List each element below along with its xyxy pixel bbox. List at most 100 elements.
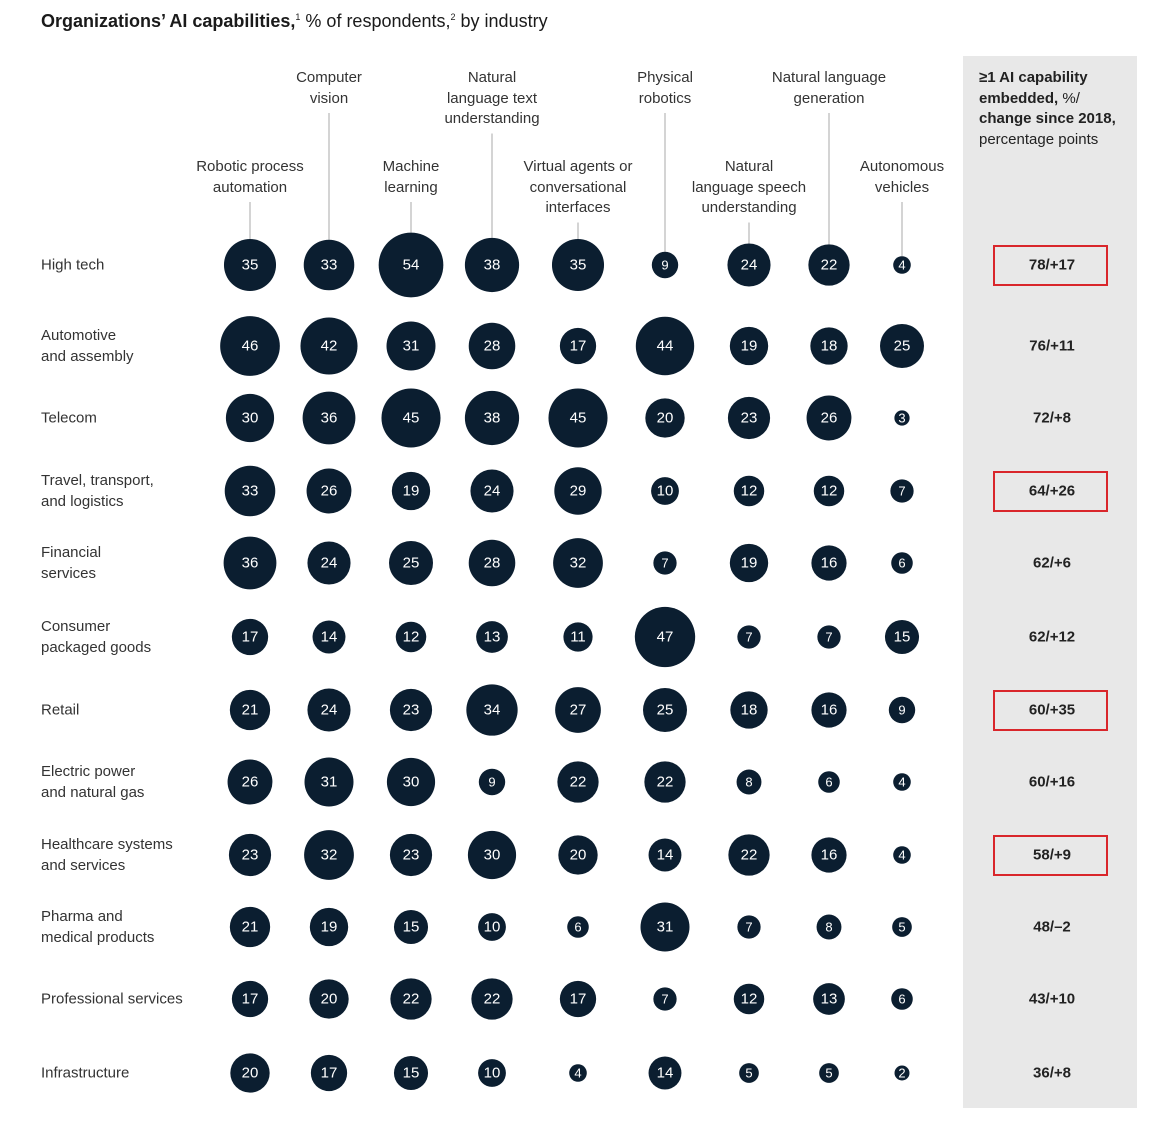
bubble-label: 25 (657, 702, 674, 719)
bubble-label: 32 (321, 847, 338, 864)
bubble (648, 838, 682, 872)
bubble-label: 36 (242, 555, 259, 572)
summary-value: 76/+11 (1029, 337, 1075, 355)
bubble-label: 31 (321, 774, 338, 791)
column-header-line: automation (212, 178, 288, 196)
bubble-label: 14 (657, 847, 674, 864)
bubble-label: 31 (403, 338, 420, 355)
row-label-line: Financial (41, 544, 102, 561)
bubble-label: 10 (484, 1065, 501, 1082)
bubble (727, 396, 771, 440)
bubble-label: 23 (403, 702, 420, 719)
bubble (312, 620, 346, 654)
summary-header-regular-2: percentage points (979, 130, 1099, 148)
summary-panel (963, 56, 1137, 1108)
bubble (737, 625, 761, 649)
highlight-box (993, 690, 1108, 731)
bubble (551, 238, 605, 292)
bubble-label: 25 (403, 555, 420, 572)
bubble (736, 769, 762, 795)
row-label-line: Telecom (41, 409, 97, 427)
bubble (645, 398, 685, 438)
bubble-label: 21 (242, 919, 259, 936)
column-header-line: language text (446, 89, 538, 107)
bubble-label: 4 (898, 848, 905, 863)
bubble-label: 15 (403, 919, 420, 936)
bubble (892, 917, 912, 937)
row-label-line: Pharma and (41, 908, 123, 925)
bubble-label: 12 (741, 991, 758, 1008)
row-label: Travel, transport, and logistics (41, 470, 154, 512)
bubble-label: 9 (488, 775, 495, 790)
bubble (893, 256, 911, 274)
bubble (304, 757, 354, 807)
bubble (300, 317, 358, 375)
bubble-label: 22 (741, 847, 758, 864)
bubble-label: 23 (741, 410, 758, 427)
column-header-line: Computer (296, 69, 362, 86)
bubble-label: 16 (821, 847, 838, 864)
row-label: Professional services (41, 989, 183, 1010)
bubble-label: 38 (484, 410, 501, 427)
row-label: Electric power and natural gas (41, 761, 144, 803)
bubble-label: 6 (898, 992, 905, 1007)
summary-value: 48/–2 (1033, 918, 1071, 936)
bubble (894, 410, 910, 426)
bubble (228, 833, 272, 877)
bubble (569, 1064, 587, 1082)
bubble (548, 388, 608, 448)
bubble (230, 1053, 270, 1093)
bubble (894, 1065, 910, 1081)
bubble (891, 552, 913, 574)
bubble-label: 9 (898, 703, 905, 718)
column-header-line: Physical (637, 69, 693, 86)
bubble-label: 17 (242, 629, 259, 646)
bubble-label: 36 (321, 410, 338, 427)
row-label: Retail (41, 700, 79, 721)
bubble (390, 978, 432, 1020)
highlight-box (993, 245, 1108, 286)
bubble (653, 987, 677, 1011)
bubble (381, 388, 441, 448)
row-label-line: Retail (41, 701, 80, 719)
bubble (386, 757, 436, 807)
bubble-label: 23 (242, 847, 259, 864)
summary-header-bold-1: ≥1 AI capability embedded, (979, 69, 1088, 107)
bubble (389, 833, 433, 877)
bubble-label: 5 (825, 1066, 832, 1081)
bubble (806, 395, 852, 441)
bubble-label: 12 (741, 483, 758, 500)
bubble (558, 835, 598, 875)
bubble (306, 468, 352, 514)
summary-header: ≥1 AI capability embedded, %/ change sin… (979, 68, 1134, 150)
bubble (648, 1056, 682, 1090)
highlight-box (993, 471, 1108, 512)
bubble (229, 906, 271, 948)
bubble-label: 4 (898, 775, 905, 790)
column-header-line: robotics (638, 89, 692, 107)
bubble (813, 475, 845, 507)
bubble-label: 30 (242, 410, 259, 427)
bubble-label: 7 (745, 630, 752, 645)
bubble-label: 17 (242, 991, 259, 1008)
bubble-label: 35 (242, 257, 259, 274)
bubble-label: 13 (484, 629, 501, 646)
row-label-line: Electric power (41, 763, 136, 780)
bubble (231, 618, 269, 656)
bubble-label: 29 (570, 483, 587, 500)
summary-value: 58/+9 (1033, 846, 1071, 864)
bubble (220, 316, 280, 376)
bubble (817, 625, 841, 649)
bubble (229, 689, 271, 731)
bubble (223, 536, 277, 590)
bubble-label: 42 (321, 338, 338, 355)
bubble (739, 1063, 759, 1083)
bubble-label: 47 (657, 629, 674, 646)
summary-value: 72/+8 (1033, 409, 1071, 427)
bubble-label: 19 (741, 338, 758, 355)
bubble (471, 978, 513, 1020)
bubble (310, 1054, 348, 1092)
bubble-label: 20 (570, 847, 587, 864)
column-header-line: understanding (444, 110, 540, 127)
column-header: Natural language generation (772, 68, 886, 109)
